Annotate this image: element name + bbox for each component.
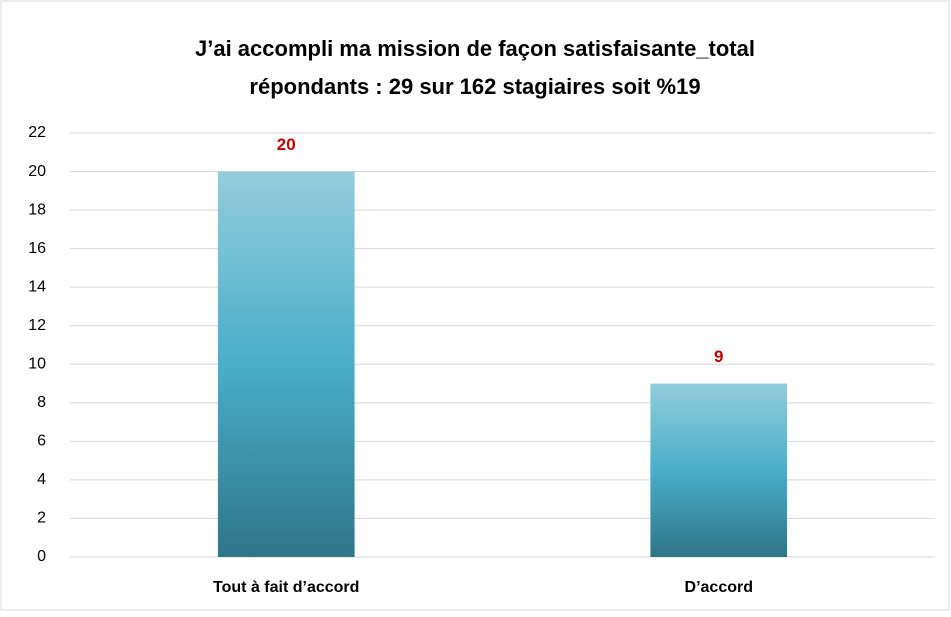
chart-title: J’ai accompli ma mission de façon satisf… xyxy=(195,36,755,61)
chart-subtitle: répondants : 29 sur 162 stagiaires soit … xyxy=(249,74,700,99)
y-tick-label: 12 xyxy=(28,317,46,334)
y-tick-label: 4 xyxy=(37,471,46,488)
y-tick-label: 6 xyxy=(37,433,46,450)
y-tick-label: 0 xyxy=(37,548,46,565)
y-tick-label: 14 xyxy=(28,278,46,295)
bar xyxy=(650,383,788,557)
y-tick-label: 18 xyxy=(28,201,46,218)
bar xyxy=(217,171,355,557)
y-tick-label: 8 xyxy=(37,394,46,411)
data-label: 9 xyxy=(714,347,723,366)
y-tick-label: 20 xyxy=(28,163,46,180)
data-label: 20 xyxy=(277,135,296,154)
y-tick-label: 16 xyxy=(28,240,46,257)
y-tick-label: 22 xyxy=(28,124,46,141)
x-tick-label: Tout à fait d’accord xyxy=(213,579,359,596)
y-tick-label: 2 xyxy=(37,510,46,527)
x-tick-label: D’accord xyxy=(685,579,753,596)
y-tick-label: 10 xyxy=(28,355,46,372)
